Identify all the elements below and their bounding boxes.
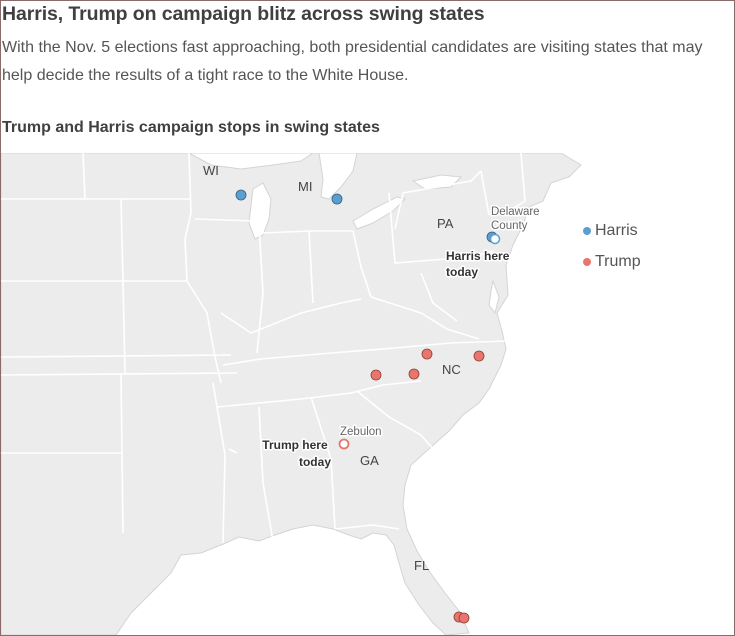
chesapeake-bay	[488, 279, 500, 315]
state-label-ga: GA	[360, 453, 379, 468]
trump-today-marker[interactable]	[338, 438, 350, 450]
harris-stop-marker[interactable]	[235, 189, 247, 201]
annotation-trump-today: Trump here today	[262, 438, 331, 469]
lake-michigan	[248, 182, 272, 240]
trump-stop-marker[interactable]	[458, 612, 470, 624]
chart-title: Trump and Harris campaign stops in swing…	[2, 119, 380, 136]
annotation-harris-today: Harris here today	[446, 249, 513, 279]
headline: Harris, Trump on campaign blitz across s…	[2, 3, 485, 25]
place-label-zebulon: Zebulon	[340, 426, 382, 438]
harris-today-marker[interactable]	[489, 233, 501, 245]
legend-item-trump: Trump	[583, 246, 641, 277]
legend-label-trump: Trump	[595, 252, 641, 270]
land-mass	[1, 153, 582, 635]
state-label-nc: NC	[442, 362, 461, 377]
state-label-pa: PA	[437, 216, 454, 231]
state-label-wi: WI	[203, 163, 219, 178]
state-borders	[1, 153, 526, 544]
map: WI MI PA NC GA FL Delaware County Zebulo…	[1, 153, 734, 635]
trump-stop-marker[interactable]	[408, 368, 420, 380]
state-label-fl: FL	[414, 558, 429, 573]
dek: With the Nov. 5 elections fast approachi…	[2, 39, 703, 84]
harris-stops	[235, 189, 501, 245]
trump-stop-marker[interactable]	[370, 369, 382, 381]
harris-swatch-icon	[583, 226, 591, 235]
lake-huron	[318, 153, 358, 200]
place-label-delaware-county: Delaware County	[491, 206, 543, 232]
harris-stop-marker[interactable]	[331, 193, 343, 205]
trump-stop-marker[interactable]	[473, 350, 485, 362]
legend-label-harris: Harris	[595, 221, 638, 239]
trump-stop-marker[interactable]	[421, 348, 433, 360]
legend: Harris Trump	[583, 215, 641, 277]
legend-item-harris: Harris	[583, 215, 641, 246]
trump-stops	[338, 348, 485, 624]
lake-erie	[352, 196, 406, 230]
state-label-mi: MI	[298, 179, 312, 194]
lake-superior	[188, 153, 314, 170]
trump-swatch-icon	[583, 257, 591, 266]
map-svg: WI MI PA NC GA FL Delaware County Zebulo…	[1, 153, 582, 635]
